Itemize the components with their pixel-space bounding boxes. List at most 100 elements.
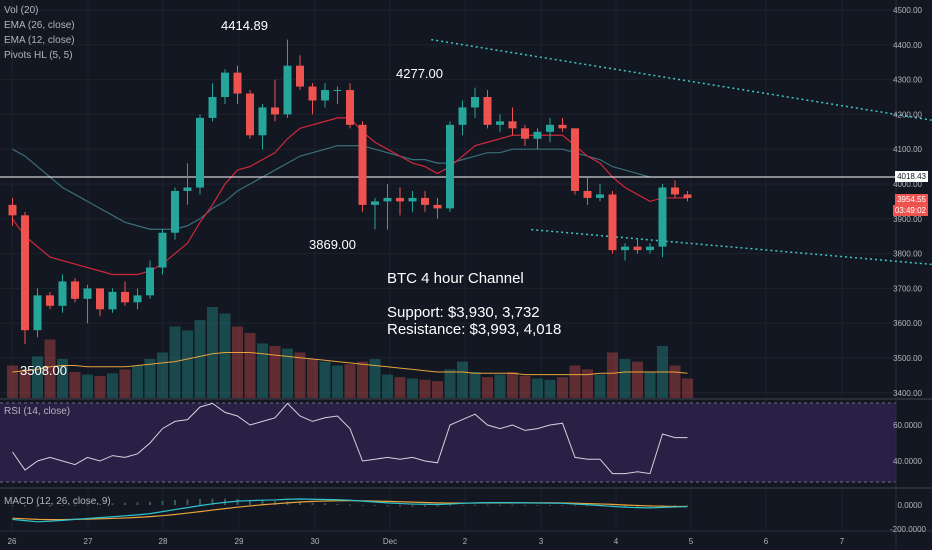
candle[interactable]	[571, 128, 579, 191]
volume-bar	[594, 374, 606, 398]
candle[interactable]	[583, 190, 592, 198]
macd-histogram-bar	[499, 504, 501, 506]
candle[interactable]	[496, 121, 504, 125]
candle[interactable]	[308, 86, 317, 101]
candle[interactable]	[33, 295, 42, 331]
pivot-low-label: 3869.00	[309, 237, 356, 252]
candle[interactable]	[446, 124, 454, 209]
price-tick-label: 3700.00	[893, 284, 922, 293]
last-price-tag: 3954.55	[895, 194, 928, 205]
candle[interactable]	[433, 204, 442, 209]
candle[interactable]	[146, 267, 154, 296]
macd-histogram-bar	[586, 505, 589, 507]
legend-rsi[interactable]: RSI (14, close)	[4, 406, 71, 417]
candle[interactable]	[258, 107, 267, 136]
legend-pivots[interactable]: Pivots HL (5, 5)	[4, 50, 73, 61]
candle[interactable]	[21, 215, 29, 331]
volume-bar	[544, 379, 556, 398]
candle[interactable]	[46, 295, 54, 306]
candle[interactable]	[108, 291, 117, 310]
candle[interactable]	[346, 90, 354, 125]
candle[interactable]	[83, 288, 92, 299]
volume-bar	[482, 377, 493, 398]
macd-histogram-bar	[686, 505, 689, 506]
candle[interactable]	[121, 291, 129, 303]
candle[interactable]	[271, 107, 279, 115]
candle[interactable]	[58, 281, 67, 306]
candle[interactable]	[683, 194, 692, 198]
macd-histogram-bar	[36, 505, 39, 508]
volume-bar	[57, 359, 68, 398]
macd-histogram-bar	[236, 499, 239, 505]
candle[interactable]	[221, 72, 229, 97]
candle[interactable]	[421, 197, 429, 205]
candle[interactable]	[283, 65, 292, 115]
macd-histogram-bar	[124, 502, 126, 505]
candle[interactable]	[358, 124, 367, 205]
candle[interactable]	[383, 197, 392, 202]
candle[interactable]	[621, 246, 629, 251]
rsi-band	[0, 403, 896, 482]
candle[interactable]	[483, 97, 492, 125]
candle[interactable]	[608, 194, 617, 251]
volume-bar	[282, 348, 293, 398]
candle[interactable]	[183, 187, 192, 191]
volume-bar	[382, 374, 393, 398]
volume-bar	[144, 359, 156, 398]
candle[interactable]	[246, 93, 254, 136]
candle[interactable]	[321, 90, 329, 101]
candle[interactable]	[71, 281, 79, 299]
volume-bar	[332, 365, 343, 398]
candle[interactable]	[158, 232, 167, 268]
candle[interactable]	[133, 295, 142, 303]
volume-bar	[494, 374, 506, 398]
candle[interactable]	[8, 204, 17, 216]
candle[interactable]	[658, 187, 667, 247]
volume-bar	[244, 333, 256, 398]
macd-tick-label: 0.0000	[898, 501, 923, 510]
candle[interactable]	[671, 187, 679, 195]
macd-histogram-bar	[136, 502, 139, 505]
macd-histogram-bar	[436, 505, 439, 507]
candle[interactable]	[471, 97, 479, 108]
legend-ema12[interactable]: EMA (12, close)	[4, 35, 75, 46]
candle[interactable]	[546, 124, 554, 132]
candle[interactable]	[296, 65, 304, 87]
volume-bar	[532, 378, 543, 398]
candle[interactable]	[171, 190, 179, 233]
candle[interactable]	[371, 201, 379, 205]
legend-vol[interactable]: Vol (20)	[4, 5, 39, 16]
volume-bar	[82, 374, 93, 398]
volume-bar	[469, 372, 481, 398]
volume-bar	[7, 365, 18, 398]
candle[interactable]	[646, 246, 654, 251]
candle[interactable]	[396, 197, 404, 202]
legend-macd[interactable]: MACD (12, 26, close, 9)	[4, 496, 111, 507]
time-tick-label: 29	[235, 537, 244, 546]
volume-bar	[582, 369, 593, 398]
volume-ma-line	[12, 352, 688, 376]
candle[interactable]	[508, 121, 517, 129]
legend-ema26[interactable]: EMA (26, close)	[4, 20, 75, 31]
candle[interactable]	[333, 90, 342, 92]
candle[interactable]	[633, 246, 642, 251]
candle[interactable]	[233, 72, 242, 94]
candle[interactable]	[196, 117, 204, 188]
rsi-tick-label: 60.0000	[893, 421, 922, 430]
volume-bar	[219, 313, 231, 398]
macd-histogram-bar	[24, 505, 26, 507]
candle[interactable]	[208, 97, 217, 118]
candle[interactable]	[533, 131, 542, 139]
candle[interactable]	[521, 128, 529, 139]
macd-histogram-bar	[49, 505, 51, 507]
candle[interactable]	[96, 288, 104, 310]
candle[interactable]	[458, 107, 467, 125]
candle[interactable]	[558, 124, 567, 129]
candle[interactable]	[596, 194, 604, 198]
candle[interactable]	[408, 197, 417, 202]
volume-bar	[619, 359, 631, 398]
macd-histogram-bar	[474, 504, 476, 506]
time-tick-label: Dec	[383, 537, 397, 546]
note-support: Support: $3,930, 3,732	[387, 304, 540, 321]
